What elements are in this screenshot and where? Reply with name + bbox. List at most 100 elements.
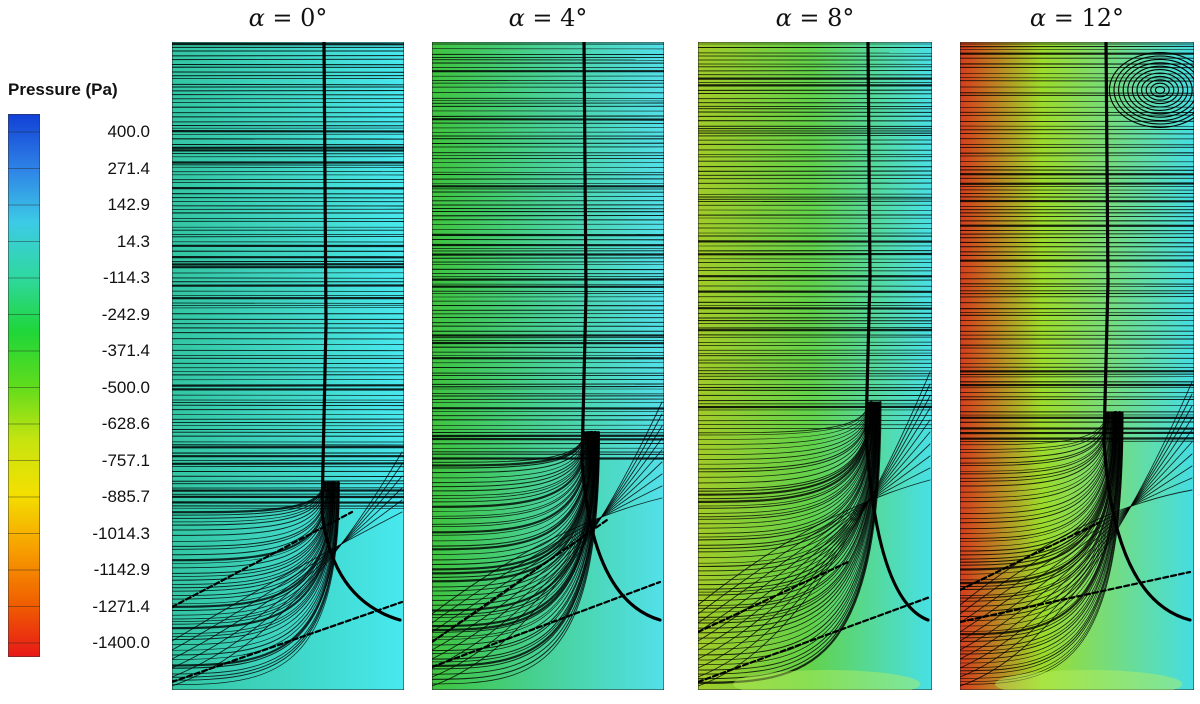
streamline [960,411,1110,482]
colorbar-tick-label: -1271.4 [92,596,150,616]
streamline [960,411,1111,498]
colorbar-tick-label: -1014.3 [92,523,150,543]
colorbar [8,114,40,657]
streamline [172,463,403,678]
streamline [960,411,1123,672]
streamline [698,383,931,678]
vortex-ring [1145,79,1175,101]
panel-title-0: α = 0° [172,0,404,36]
shock-trace-line [960,520,1102,592]
streamline [698,401,873,525]
streamline [698,467,931,615]
alpha-symbol: α [508,4,525,32]
streamline [432,485,663,624]
streamline [960,411,1113,530]
shock-trace-line [172,600,404,684]
streamline [172,481,328,547]
streamline [172,481,332,589]
streamline [698,401,876,572]
colorbar-tick-label: 14.3 [116,231,150,251]
vortex-ring [1108,52,1194,128]
streamline [172,481,337,646]
colorbar-tick-label: -757.1 [101,450,150,470]
streamline [432,449,663,651]
streamline [172,481,340,678]
streamline [432,401,663,687]
low-pressure-region [995,670,1183,690]
streamline [432,431,591,555]
streamline [960,411,1114,542]
streamlines [960,42,1194,687]
streamline [960,429,1193,651]
streamline [698,401,873,509]
streamline [432,473,663,633]
streamline [432,431,592,561]
streamline [172,499,403,651]
shock-trace-line [698,560,850,634]
streamline [698,401,880,650]
streamline [432,431,595,601]
vortex-ring [1150,82,1170,98]
streamline [172,487,403,660]
streamline [172,481,336,635]
streamline [960,411,1112,509]
separation-line [580,42,662,622]
vortex-ring [1131,69,1189,111]
streamline [172,481,331,585]
vortex [1108,52,1194,128]
streamline [698,479,931,606]
streamline [698,401,874,534]
streamline [960,411,1124,679]
colorbar-tick-label: 271.4 [107,158,150,178]
streamline [698,401,869,434]
shock-trace-line [698,595,932,684]
streamline [698,455,931,624]
streamline [698,400,873,503]
streamline [172,481,328,550]
streamline [172,481,333,600]
streamline [698,401,874,529]
shock-trace-line [172,510,354,609]
streamline [698,401,879,644]
streamline [172,481,331,574]
streamline [960,410,1117,571]
streamline [432,431,600,680]
separation-line [320,42,402,622]
colorbar-tick-label: -628.6 [101,414,150,433]
streamline [172,481,334,616]
streamline [698,401,875,559]
streamline [172,480,334,608]
vortex-ring [1127,65,1193,115]
low-pressure-region [733,670,921,690]
streamline [172,481,332,597]
streamline [172,451,403,687]
streamline [432,425,663,669]
vortex-ring [1113,55,1194,125]
streamline [172,511,403,642]
colorbar-tick-label: -885.7 [101,487,150,506]
streamline [960,411,1123,675]
colorbar-tick-label: -1400.0 [92,633,150,652]
streamline [432,437,663,660]
colorbar-tick-label: 400.0 [107,122,150,141]
streamline [172,480,330,562]
streamline [698,401,878,618]
streamline [698,401,873,514]
vortex-ring [1141,75,1179,105]
streamline [432,430,589,508]
vortex-ring [1136,72,1184,108]
streamline [960,411,1111,503]
alpha-symbol: α [775,4,792,32]
streamline [960,453,1193,633]
streamline [698,443,931,633]
streamline [960,411,1119,617]
streamline [960,411,1110,479]
streamline [960,411,1112,515]
colorbar-tick-label: -1142.9 [93,560,150,579]
streamline [432,431,597,638]
streamline [698,401,879,639]
streamline-panel-2 [698,42,932,690]
streamline [172,481,336,641]
streamline [432,431,589,519]
separation-line [864,42,930,622]
